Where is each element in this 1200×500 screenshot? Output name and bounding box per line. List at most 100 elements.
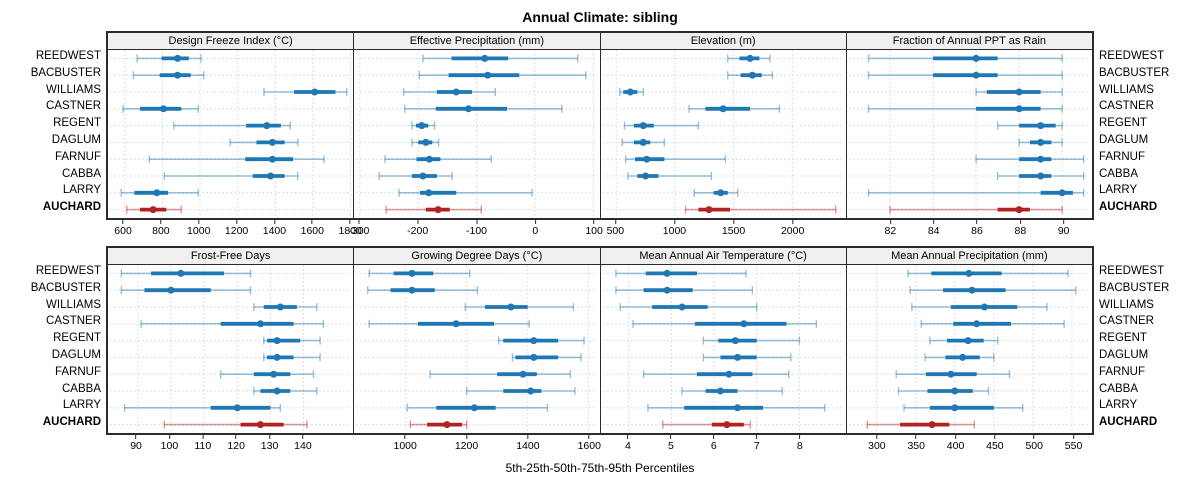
axis-tick: 1400 xyxy=(516,435,540,452)
axis-tick-mark xyxy=(915,435,917,439)
axis-tick-mark xyxy=(756,435,758,439)
median-dot xyxy=(716,387,724,395)
site-label: FARNUF xyxy=(55,365,101,378)
axis-tick-label: 350 xyxy=(907,440,925,452)
median-dot xyxy=(481,54,489,62)
median-dot xyxy=(426,155,434,163)
axis-tick-label: 86 xyxy=(971,225,983,237)
axis-tick-mark xyxy=(976,220,978,224)
site-label: BACBUSTER xyxy=(1099,281,1170,294)
axis-tick-label: 110 xyxy=(194,440,212,452)
median-dot xyxy=(527,387,535,395)
median-dot xyxy=(273,353,281,361)
axis-tick-label: -100 xyxy=(465,225,488,237)
median-dot xyxy=(149,206,157,214)
axis-tick-mark xyxy=(670,435,672,439)
panel: Growing Degree Days (°C) xyxy=(353,248,600,433)
median-dot xyxy=(639,122,647,130)
axis-tick: -200 xyxy=(407,220,428,237)
axis-tick-mark xyxy=(876,435,878,439)
panel: Mean Annual Precipitation (mm) xyxy=(845,248,1092,433)
axis-tick: 140 xyxy=(294,435,312,452)
axis-tick-label: 82 xyxy=(884,225,897,237)
median-dot xyxy=(626,88,634,96)
panel-header: Design Freeze Index (°C) xyxy=(108,33,354,50)
axis-tick-mark xyxy=(955,435,957,439)
panel-header: Frost-Free Days xyxy=(108,248,354,265)
panel-plot xyxy=(600,265,846,433)
site-label: REEDWEST xyxy=(1099,50,1165,62)
median-dot xyxy=(947,370,955,378)
median-dot xyxy=(678,303,686,311)
median-dot xyxy=(452,88,460,96)
axis-tick: 300 xyxy=(868,435,886,452)
median-dot xyxy=(722,421,730,429)
panel-plot xyxy=(846,50,1092,218)
median-dot xyxy=(268,138,276,146)
axis-tick-label: 140 xyxy=(294,440,312,452)
panel-plot xyxy=(108,265,354,433)
site-label: LARRY xyxy=(62,399,101,412)
median-dot xyxy=(964,337,972,345)
site-label: CASTNER xyxy=(1099,100,1154,113)
site-label: CABBA xyxy=(62,167,101,180)
x-axis: 300 350 400 450 500 550 xyxy=(847,435,1094,456)
axis-tick-mark xyxy=(593,220,595,224)
axis-tick-label: 8 xyxy=(796,440,803,452)
panel-header: Fraction of Annual PPT as Rain xyxy=(846,33,1092,50)
panel-plot xyxy=(354,50,600,218)
axis-tick-label: 1000 xyxy=(393,440,417,452)
x-axis: 500 1000 1500 2000 xyxy=(600,220,847,241)
panel: Elevation (m) xyxy=(599,33,846,218)
axis-tick-label: 1600 xyxy=(577,440,601,452)
trellis-row: REEDWEST BACBUSTER WILLIAMS CASTNER REGENT DA… xyxy=(0,31,1200,241)
median-dot xyxy=(951,404,959,412)
axis-tick-mark xyxy=(1033,435,1035,439)
median-dot xyxy=(733,404,741,412)
axis-tick: 1200 xyxy=(225,220,248,237)
median-dot xyxy=(408,286,416,294)
site-label: AUCHARD xyxy=(1099,416,1158,429)
axis-tick-mark xyxy=(534,220,536,224)
axis-tick-mark xyxy=(135,435,137,439)
axis-tick-label: 450 xyxy=(986,440,1004,452)
site-label: WILLIAMS xyxy=(46,83,101,96)
axis-tick-mark xyxy=(202,435,204,439)
median-dot xyxy=(1036,172,1044,180)
site-label: WILLIAMS xyxy=(1099,298,1154,311)
median-dot xyxy=(452,320,460,328)
x-axis: 82 84 86 88 90 xyxy=(847,220,1094,241)
median-dot xyxy=(733,353,741,361)
axis-tick: 1600 xyxy=(301,220,324,237)
axis-tick-mark xyxy=(733,220,735,224)
median-dot xyxy=(276,303,284,311)
axis-tick-mark xyxy=(1019,220,1021,224)
site-label: DAGLUM xyxy=(1099,348,1149,361)
median-dot xyxy=(731,337,739,345)
axis-tick: 500 xyxy=(606,220,625,237)
median-dot xyxy=(311,88,319,96)
axis-tick: 4 xyxy=(625,435,631,452)
median-dot xyxy=(958,353,966,361)
median-dot xyxy=(465,105,473,113)
axis-tick-mark xyxy=(466,435,468,439)
panel-header: Growing Degree Days (°C) xyxy=(354,248,600,265)
site-label: WILLIAMS xyxy=(1099,83,1154,96)
axis-tick: 88 xyxy=(1014,220,1026,237)
axis-tick-label: 5 xyxy=(667,440,674,452)
axis-tick: 350 xyxy=(907,435,925,452)
site-labels-left: REEDWEST BACBUSTER WILLIAMS CASTNER REGENT DA… xyxy=(0,246,106,456)
site-label: CASTNER xyxy=(46,100,101,113)
median-dot xyxy=(965,269,973,277)
axis-tick-mark xyxy=(311,220,313,224)
x-axis: -300 -200 -100 0 100 xyxy=(348,220,603,241)
axis-tick-label: 1800 xyxy=(338,225,362,237)
axis-tick-label: 500 xyxy=(606,225,625,237)
median-dot xyxy=(748,71,756,79)
median-dot xyxy=(174,54,182,62)
axis-tick-mark xyxy=(1063,220,1065,224)
site-label: AUCHARD xyxy=(42,416,101,429)
axis-tick: 1000 xyxy=(663,220,686,237)
axis-tick-label: 0 xyxy=(532,225,539,237)
axis-tick-mark xyxy=(349,220,351,224)
